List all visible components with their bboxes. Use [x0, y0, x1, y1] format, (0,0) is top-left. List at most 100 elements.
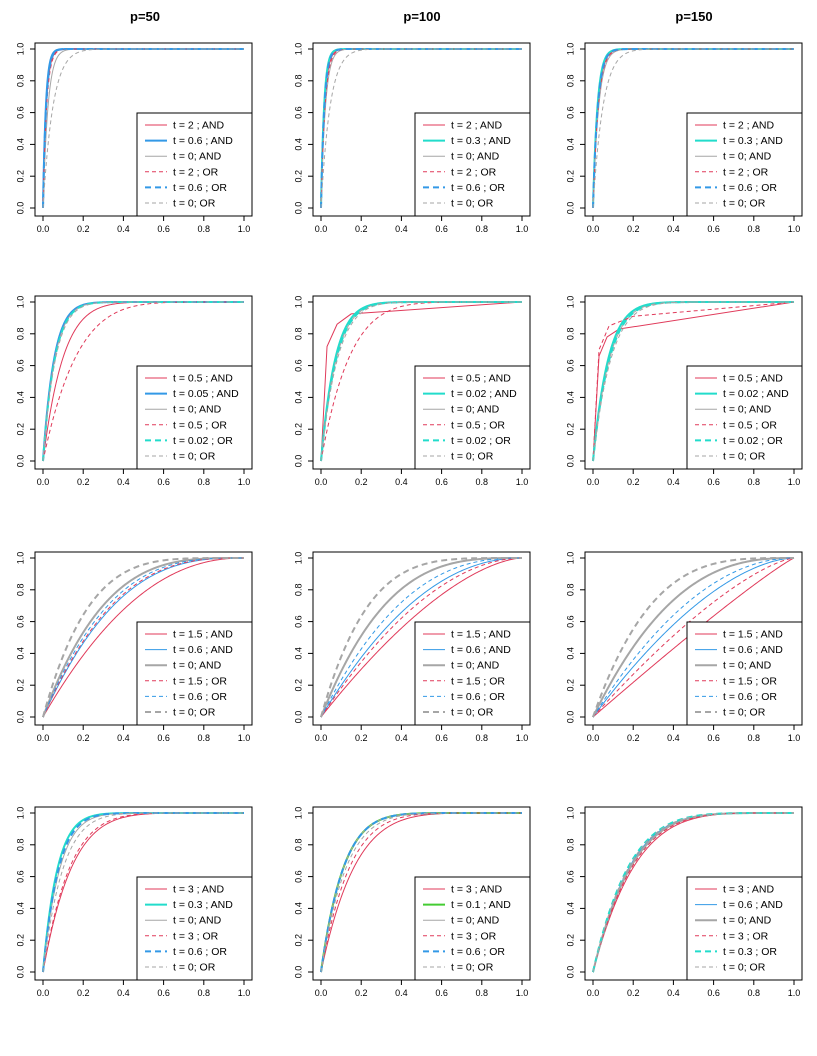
column-title-1: p=50: [130, 9, 160, 24]
legend-label-2: t = 0.3 ; AND: [451, 135, 511, 147]
y-tick-label: 0.6: [293, 106, 303, 119]
panel-r2c3: 0.0 0.2 0.4 0.6 0.8 1.0 0.0 0.2 0.4 0.6 0.8 1.0 t = …: [565, 295, 803, 487]
y-tick-label: 0.0: [565, 966, 575, 979]
x-tick-label: 0.2: [627, 733, 640, 743]
y-tick-label: 0.0: [565, 455, 575, 468]
series-line-6: [42, 301, 244, 462]
y-tick-label: 0.4: [565, 647, 575, 660]
legend-box: [686, 876, 803, 981]
y-tick-label: 1.0: [565, 807, 575, 820]
x-tick-label: 0.4: [117, 988, 130, 998]
legend-label-2: t = 0.3 ; AND: [723, 135, 783, 147]
legend-label-1: t = 1.5 ; AND: [723, 629, 783, 641]
x-tick-label: 0.4: [667, 988, 680, 998]
legend-label-4: t = 1.5 ; OR: [173, 675, 227, 687]
series-line-5: [320, 48, 522, 208]
legend-label-5: t = 0.6 ; OR: [723, 182, 777, 194]
x-tick-label: 1.0: [516, 477, 529, 487]
legend-label-1: t = 1.5 ; AND: [173, 629, 233, 641]
series-line-5: [592, 557, 795, 718]
x-tick-label: 0.2: [77, 733, 90, 743]
legend-label-6: t = 0; OR: [723, 451, 766, 463]
y-tick-label: 0.6: [15, 615, 25, 628]
y-tick-label: 0.4: [293, 647, 303, 660]
x-tick-label: 0.8: [198, 988, 211, 998]
legend-label-4: t = 1.5 ; OR: [723, 675, 777, 687]
legend-box: [414, 365, 531, 470]
y-tick-label: 0.6: [15, 870, 25, 883]
x-tick-label: 1.0: [788, 988, 801, 998]
series-line-1: [320, 301, 523, 462]
y-tick-label: 1.0: [293, 552, 303, 565]
y-tick-label: 0.4: [15, 647, 25, 660]
x-tick-label: 0.6: [435, 988, 448, 998]
x-tick-label: 0.8: [476, 988, 489, 998]
series-line-4: [320, 48, 522, 208]
legend-label-3: t = 0; AND: [723, 151, 772, 163]
legend-label-2: t = 0.6 ; AND: [173, 135, 233, 147]
series-line-1: [320, 557, 523, 718]
x-tick-label: 0.0: [37, 988, 50, 998]
y-tick-label: 0.6: [565, 359, 575, 372]
legend-label-6: t = 0; OR: [173, 707, 216, 719]
series-line-5: [42, 557, 244, 718]
series-line-6: [320, 557, 522, 718]
y-tick-label: 0.4: [15, 391, 25, 404]
x-tick-label: 0.0: [587, 988, 600, 998]
x-tick-label: 0.6: [157, 477, 170, 487]
x-tick-label: 0.6: [707, 988, 720, 998]
legend-label-6: t = 0; OR: [173, 962, 216, 974]
y-tick-label: 1.0: [565, 43, 575, 56]
y-tick-label: 0.4: [565, 902, 575, 915]
y-tick-label: 0.8: [15, 584, 25, 597]
y-tick-label: 1.0: [293, 807, 303, 820]
x-tick-label: 0.4: [395, 477, 408, 487]
y-tick-label: 0.8: [293, 584, 303, 597]
x-tick-label: 0.2: [77, 224, 90, 234]
legend-label-3: t = 0; AND: [173, 915, 222, 927]
legend-label-2: t = 0.6 ; AND: [451, 644, 511, 656]
panel-r3c2: 0.0 0.2 0.4 0.6 0.8 1.0 0.0 0.2 0.4 0.6 0.8 1.0 t = …: [293, 551, 531, 743]
legend-label-2: t = 0.6 ; AND: [173, 644, 233, 656]
y-tick-label: 0.2: [293, 679, 303, 692]
series-line-2: [592, 557, 795, 718]
legend-label-1: t = 3 ; AND: [723, 884, 774, 896]
legend-label-3: t = 0; AND: [451, 915, 500, 927]
y-tick-label: 0.8: [565, 839, 575, 852]
legend-label-3: t = 0; AND: [451, 660, 500, 672]
legend-label-6: t = 0; OR: [451, 707, 494, 719]
legend-label-3: t = 0; AND: [173, 151, 222, 163]
legend-label-1: t = 2 ; AND: [173, 120, 224, 132]
series-layer: [320, 48, 522, 209]
y-tick-label: 1.0: [565, 296, 575, 309]
legend-box: [686, 365, 803, 470]
legend-label-5: t = 0.02 ; OR: [173, 435, 233, 447]
y-tick-label: 0.6: [565, 870, 575, 883]
y-tick-label: 0.8: [293, 839, 303, 852]
y-tick-label: 1.0: [565, 552, 575, 565]
y-tick-label: 0.8: [565, 75, 575, 88]
legend-label-6: t = 0; OR: [723, 962, 766, 974]
legend-box: [686, 112, 803, 217]
legend-label-5: t = 0.6 ; OR: [451, 946, 505, 958]
y-tick-label: 0.6: [565, 615, 575, 628]
x-tick-label: 0.2: [355, 477, 368, 487]
x-tick-label: 0.8: [748, 224, 761, 234]
x-tick-label: 0.6: [435, 477, 448, 487]
series-layer: [42, 812, 244, 973]
legend-label-4: t = 3 ; OR: [723, 930, 769, 942]
series-line-6: [592, 48, 794, 209]
y-tick-label: 0.6: [15, 359, 25, 372]
y-tick-label: 0.6: [565, 106, 575, 119]
x-tick-label: 0.8: [476, 733, 489, 743]
panel-r2c2: 0.0 0.2 0.4 0.6 0.8 1.0 0.0 0.2 0.4 0.6 0.8 1.0 t = …: [293, 295, 531, 487]
panel-r3c3: 0.0 0.2 0.4 0.6 0.8 1.0 0.0 0.2 0.4 0.6 0.8 1.0 t = …: [565, 551, 803, 743]
legend-label-1: t = 3 ; AND: [173, 884, 224, 896]
y-tick-label: 0.2: [293, 934, 303, 947]
x-tick-label: 0.2: [77, 477, 90, 487]
x-tick-label: 0.4: [395, 733, 408, 743]
legend-label-6: t = 0; OR: [723, 707, 766, 719]
legend-label-5: t = 0.6 ; OR: [173, 182, 227, 194]
y-tick-label: 0.0: [293, 202, 303, 215]
